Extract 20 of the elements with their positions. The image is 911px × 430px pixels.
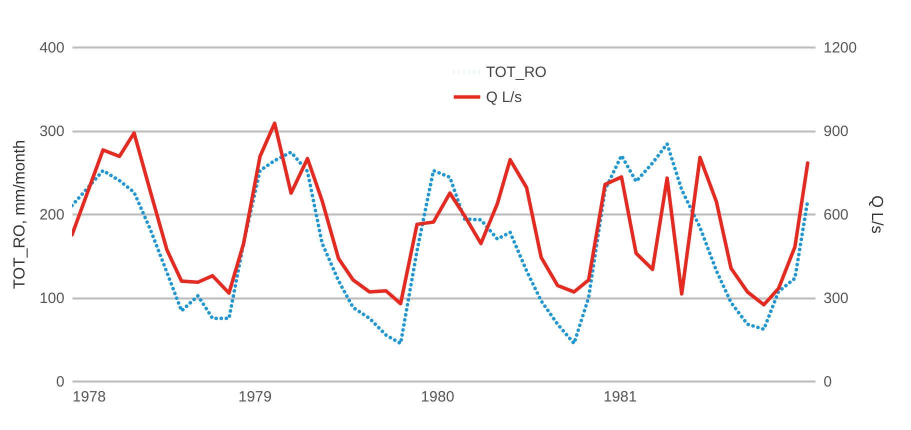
y2-axis-title: Q L/s	[868, 195, 885, 234]
y-tick-label: 100	[39, 290, 64, 307]
y-tick-label: 0	[56, 374, 64, 390]
x-tick-label: 1981	[603, 388, 637, 406]
y2-tick-label: 1200	[824, 40, 857, 56]
y-axis-title: TOT_RO, mm/month	[11, 140, 28, 290]
line-series	[72, 122, 810, 306]
y2-tick-label: 300	[824, 290, 849, 307]
y-tick-label: 200	[39, 206, 64, 224]
x-tick-label: 1978	[72, 388, 106, 406]
y2-tick-label: 0	[824, 374, 832, 390]
x-tick-label: 1979	[238, 388, 272, 406]
line-series	[72, 142, 810, 346]
y-tick-label: 400	[39, 40, 64, 56]
legend-label: Q L/s	[486, 89, 522, 106]
y2-tick-label: 900	[824, 123, 849, 140]
y-tick-label: 300	[39, 123, 64, 140]
legend-label: TOT_RO	[486, 64, 547, 81]
x-tick-label: 1980	[420, 388, 454, 406]
y2-tick-label: 600	[824, 206, 849, 224]
